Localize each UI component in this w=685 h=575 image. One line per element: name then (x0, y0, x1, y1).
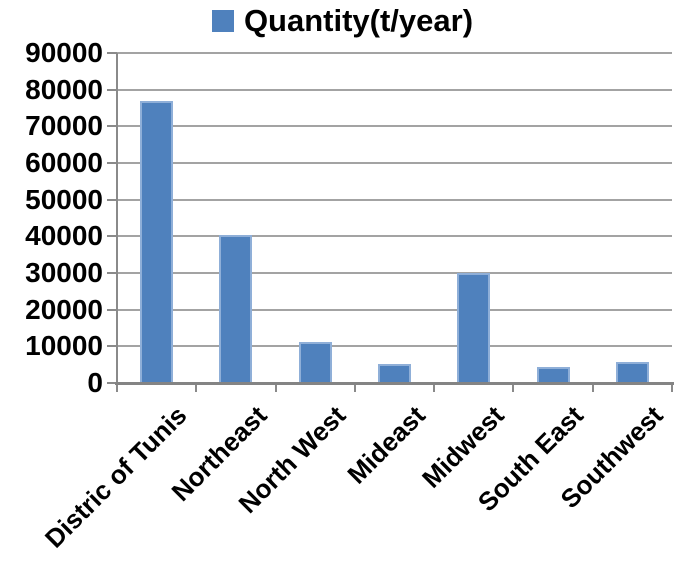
y-axis-tick-label: 90000 (25, 37, 103, 68)
gridline (117, 235, 672, 238)
y-axis-tick-label: 60000 (25, 147, 103, 178)
y-axis-tick (107, 52, 117, 54)
y-axis-tick (107, 382, 117, 384)
gridline (117, 198, 672, 201)
y-axis-tick (107, 88, 117, 91)
y-axis-tick-label: 10000 (25, 330, 103, 362)
gridline (117, 88, 672, 91)
y-axis-tick (107, 272, 117, 274)
x-axis-tick (671, 384, 673, 392)
gridline (117, 345, 672, 348)
x-axis-tick (195, 384, 198, 392)
bar (378, 363, 411, 383)
legend-swatch (211, 10, 234, 32)
y-axis-tick-label: 80000 (25, 73, 103, 105)
y-axis-line (116, 53, 118, 392)
x-axis-tick (274, 384, 277, 392)
x-axis-line (115, 382, 674, 385)
gridline (117, 308, 672, 311)
bar (536, 366, 570, 383)
legend-label: Quantity(t/year) (243, 3, 474, 38)
y-axis-tick-label: 20000 (25, 293, 103, 325)
y-axis-tick-label: 40000 (25, 220, 103, 252)
y-axis-tick (107, 125, 117, 128)
x-axis-category-label: Mideast (341, 400, 431, 490)
bar (615, 361, 649, 383)
x-axis-tick (353, 384, 356, 392)
y-axis-tick-label: 50000 (25, 183, 103, 215)
x-axis-tick (591, 384, 594, 392)
x-axis-tick (433, 384, 436, 392)
y-axis-tick (107, 162, 117, 164)
bar (298, 341, 332, 383)
gridline (117, 125, 672, 128)
x-axis-tick (512, 384, 515, 392)
x-axis-category-label: Distric of Tunis (39, 400, 193, 554)
y-axis-tick (107, 198, 117, 201)
bar (457, 273, 491, 383)
y-axis-tick-label: 0 (87, 367, 103, 398)
y-axis-tick (107, 235, 117, 238)
y-axis-tick-label: 30000 (25, 257, 103, 288)
legend: Quantity(t/year) (0, 2, 685, 40)
gridline (117, 52, 672, 54)
gridline (117, 162, 672, 164)
bar (219, 235, 253, 383)
y-axis-tick (107, 308, 117, 311)
y-axis-tick-label: 70000 (25, 110, 103, 142)
gridline (117, 272, 672, 274)
y-axis-tick (107, 345, 117, 348)
bar (140, 100, 174, 383)
